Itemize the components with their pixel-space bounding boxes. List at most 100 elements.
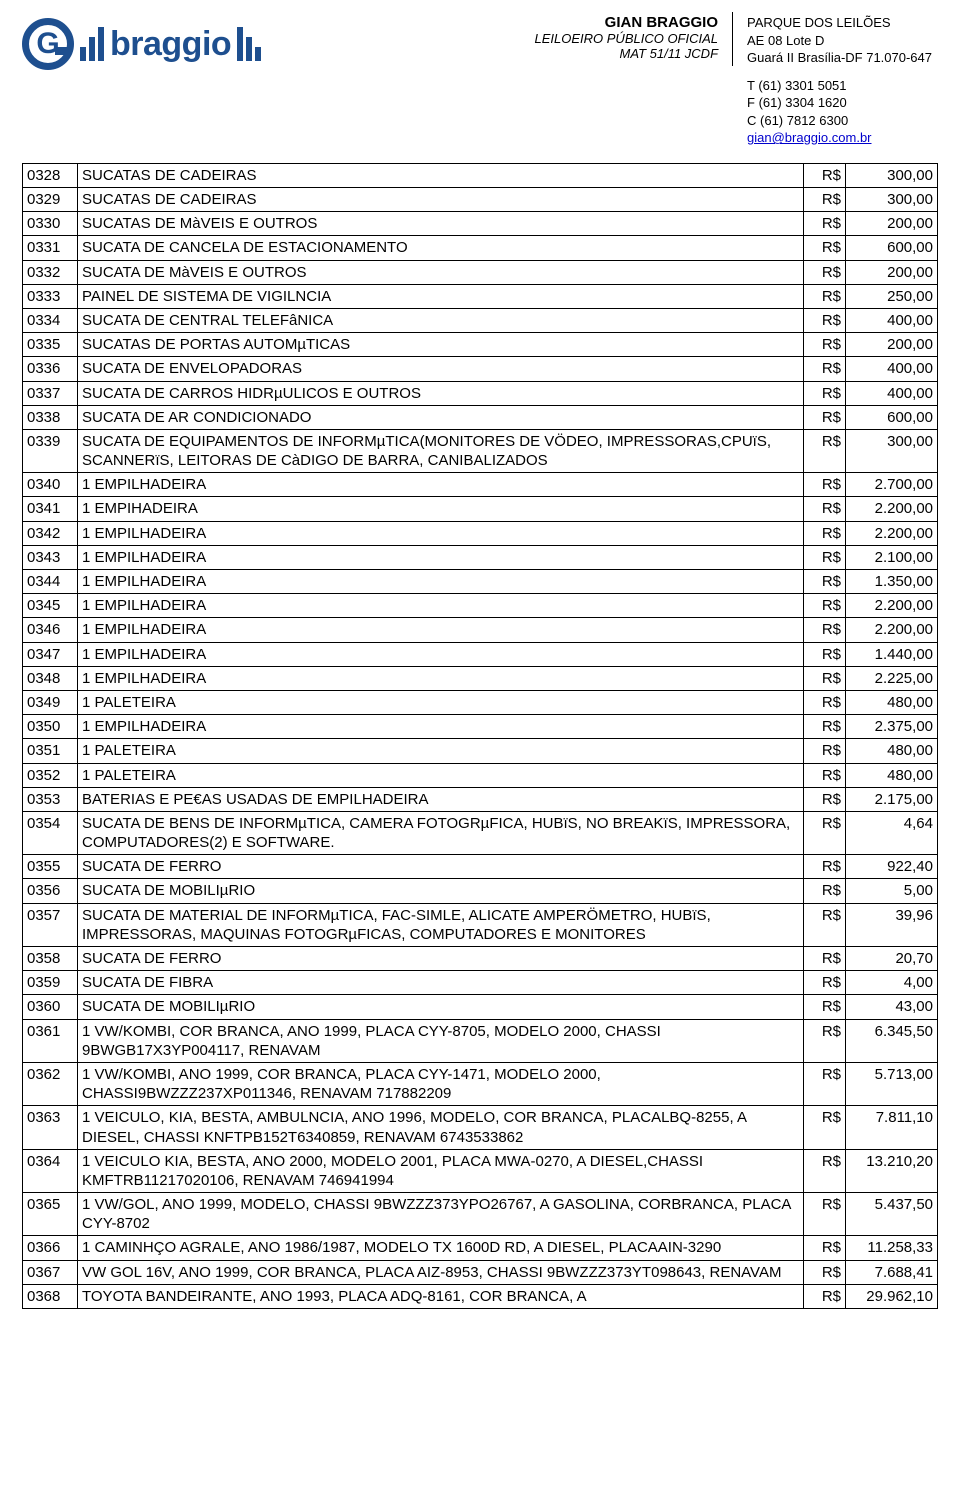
lot-code: 0363	[23, 1106, 78, 1149]
lot-description: 1 CAMINHÇO AGRALE, ANO 1986/1987, MODELO…	[78, 1236, 804, 1260]
currency-label: R$	[804, 1149, 846, 1192]
currency-label: R$	[804, 188, 846, 212]
lot-value: 7.811,10	[846, 1106, 938, 1149]
lot-description: SUCATA DE MATERIAL DE INFORMµTICA, FAC-S…	[78, 903, 804, 946]
currency-label: R$	[804, 787, 846, 811]
lot-value: 7.688,41	[846, 1260, 938, 1284]
lot-code: 0335	[23, 333, 78, 357]
lot-code: 0332	[23, 260, 78, 284]
lot-value: 11.258,33	[846, 1236, 938, 1260]
lot-value: 4,64	[846, 811, 938, 854]
lot-value: 2.200,00	[846, 521, 938, 545]
lot-value: 2.375,00	[846, 715, 938, 739]
lot-description: 1 VW/KOMBI, ANO 1999, COR BRANCA, PLACA …	[78, 1062, 804, 1105]
lot-description: SUCATA DE CENTRAL TELEFâNICA	[78, 308, 804, 332]
table-row: 03501 EMPILHADEIRAR$2.375,00	[23, 715, 938, 739]
header-center-col: GIAN BRAGGIO LEILOEIRO PÚBLICO OFICIAL M…	[529, 12, 725, 149]
lot-code: 0328	[23, 163, 78, 187]
lot-value: 2.175,00	[846, 787, 938, 811]
lot-description: 1 PALETEIRA	[78, 739, 804, 763]
lot-value: 1.440,00	[846, 642, 938, 666]
lot-description: 1 EMPILHADEIRA	[78, 570, 804, 594]
currency-label: R$	[804, 1193, 846, 1236]
lot-description: 1 VW/KOMBI, COR BRANCA, ANO 1999, PLACA …	[78, 1019, 804, 1062]
lot-code: 0354	[23, 811, 78, 854]
lot-description: 1 EMPILHADEIRA	[78, 666, 804, 690]
lot-code: 0359	[23, 971, 78, 995]
lot-description: BATERIAS E PE€AS USADAS DE EMPILHADEIRA	[78, 787, 804, 811]
lot-description: SUCATA DE FERRO	[78, 855, 804, 879]
lot-code: 0361	[23, 1019, 78, 1062]
lot-code: 0349	[23, 690, 78, 714]
currency-label: R$	[804, 1062, 846, 1105]
table-row: 03621 VW/KOMBI, ANO 1999, COR BRANCA, PL…	[23, 1062, 938, 1105]
lot-code: 0358	[23, 947, 78, 971]
currency-label: R$	[804, 381, 846, 405]
currency-label: R$	[804, 618, 846, 642]
currency-label: R$	[804, 260, 846, 284]
table-row: 03521 PALETEIRAR$480,00	[23, 763, 938, 787]
lot-code: 0341	[23, 497, 78, 521]
table-row: 03511 PALETEIRAR$480,00	[23, 739, 938, 763]
currency-label: R$	[804, 308, 846, 332]
lot-description: 1 EMPILHADEIRA	[78, 521, 804, 545]
lot-value: 5,00	[846, 879, 938, 903]
table-row: 03661 CAMINHÇO AGRALE, ANO 1986/1987, MO…	[23, 1236, 938, 1260]
lot-description: SUCATA DE AR CONDICIONADO	[78, 405, 804, 429]
email-link[interactable]: gian@braggio.com.br	[747, 130, 871, 145]
currency-label: R$	[804, 1019, 846, 1062]
table-row: 0337SUCATA DE CARROS HIDRµULICOS E OUTRO…	[23, 381, 938, 405]
lot-code: 0366	[23, 1236, 78, 1260]
table-row: 0368TOYOTA BANDEIRANTE, ANO 1993, PLACA …	[23, 1284, 938, 1308]
lot-description: SUCATA DE CANCELA DE ESTACIONAMENTO	[78, 236, 804, 260]
lot-value: 300,00	[846, 163, 938, 187]
address-line-1: PARQUE DOS LEILÕES	[747, 14, 932, 32]
lot-description: SUCATA DE EQUIPAMENTOS DE INFORMµTICA(MO…	[78, 429, 804, 472]
table-row: 0359SUCATA DE FIBRAR$4,00	[23, 971, 938, 995]
lot-code: 0365	[23, 1193, 78, 1236]
lot-value: 6.345,50	[846, 1019, 938, 1062]
table-row: 03651 VW/GOL, ANO 1999, MODELO, CHASSI 9…	[23, 1193, 938, 1236]
lot-code: 0355	[23, 855, 78, 879]
lot-description: 1 VEICULO, KIA, BESTA, AMBULNCIA, ANO 19…	[78, 1106, 804, 1149]
lot-value: 5.437,50	[846, 1193, 938, 1236]
currency-label: R$	[804, 429, 846, 472]
lot-description: 1 EMPILHADEIRA	[78, 545, 804, 569]
lot-description: SUCATAS DE CADEIRAS	[78, 163, 804, 187]
lot-code: 0353	[23, 787, 78, 811]
lot-description: 1 EMPILHADEIRA	[78, 618, 804, 642]
lot-code: 0352	[23, 763, 78, 787]
table-row: 0338SUCATA DE AR CONDICIONADOR$600,00	[23, 405, 938, 429]
lot-description: SUCATAS DE PORTAS AUTOMµTICAS	[78, 333, 804, 357]
lot-value: 400,00	[846, 381, 938, 405]
lot-value: 5.713,00	[846, 1062, 938, 1105]
lot-value: 200,00	[846, 212, 938, 236]
lot-code: 0360	[23, 995, 78, 1019]
currency-label: R$	[804, 666, 846, 690]
lot-description: SUCATA DE FIBRA	[78, 971, 804, 995]
table-row: 0360SUCATA DE MOBILIµRIOR$43,00	[23, 995, 938, 1019]
lot-description: SUCATA DE CARROS HIDRµULICOS E OUTROS	[78, 381, 804, 405]
header-address-col: PARQUE DOS LEILÕES AE 08 Lote D Guará II…	[741, 12, 938, 149]
currency-label: R$	[804, 971, 846, 995]
lot-value: 400,00	[846, 308, 938, 332]
lot-description: SUCATA DE BENS DE INFORMµTICA, CAMERA FO…	[78, 811, 804, 854]
lot-code: 0336	[23, 357, 78, 381]
lot-code: 0345	[23, 594, 78, 618]
lot-code: 0343	[23, 545, 78, 569]
lot-value: 480,00	[846, 763, 938, 787]
currency-label: R$	[804, 594, 846, 618]
currency-label: R$	[804, 879, 846, 903]
lot-value: 600,00	[846, 236, 938, 260]
auctioneer-title: LEILOEIRO PÚBLICO OFICIAL	[535, 31, 719, 46]
lot-value: 922,40	[846, 855, 938, 879]
currency-label: R$	[804, 690, 846, 714]
lot-description: 1 VW/GOL, ANO 1999, MODELO, CHASSI 9BWZZ…	[78, 1193, 804, 1236]
lot-code: 0329	[23, 188, 78, 212]
lot-value: 43,00	[846, 995, 938, 1019]
lot-value: 1.350,00	[846, 570, 938, 594]
lot-code: 0362	[23, 1062, 78, 1105]
lot-description: SUCATA DE FERRO	[78, 947, 804, 971]
lot-value: 2.225,00	[846, 666, 938, 690]
currency-label: R$	[804, 1284, 846, 1308]
